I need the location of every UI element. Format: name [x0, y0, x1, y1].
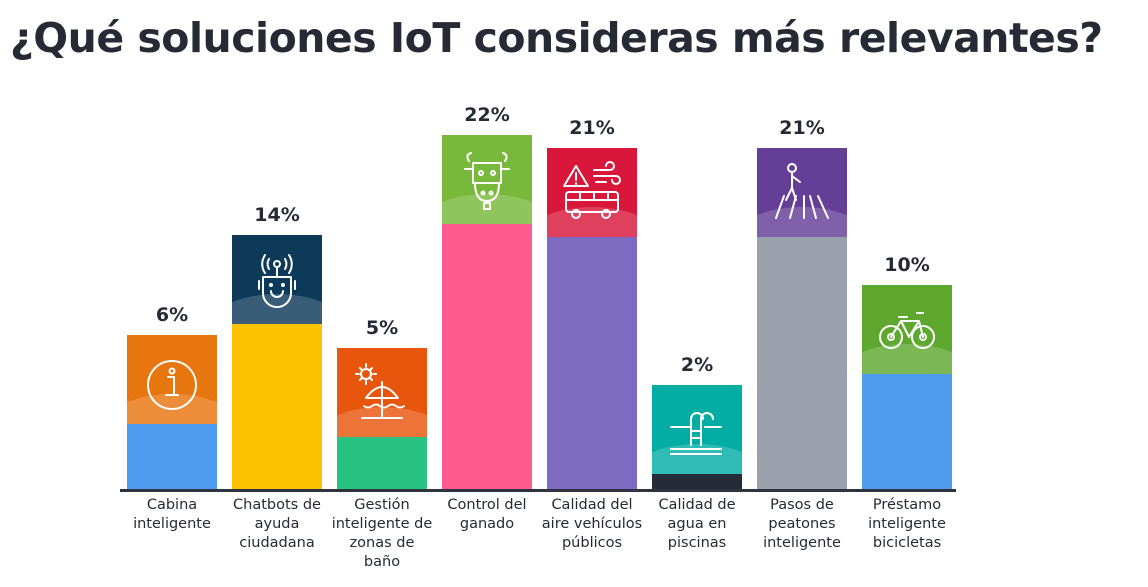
- data-label: 21%: [779, 116, 825, 139]
- category-label: Gestión inteligente de zonas de baño: [331, 497, 433, 570]
- data-label: 6%: [155, 304, 189, 326]
- data-label: 5%: [365, 316, 399, 339]
- chart-title: ¿Qué soluciones IoT consideras más relev…: [10, 14, 1103, 62]
- bar-icon-panel: [337, 347, 427, 437]
- category-label: Control del ganado: [447, 497, 527, 532]
- bar-icon-panel: [862, 285, 952, 374]
- category-label: Calidad de agua en piscinas: [658, 497, 736, 551]
- bar-icon-panel: [757, 147, 847, 237]
- category-label: Préstamo inteligente bicicletas: [868, 497, 946, 551]
- bar: [547, 147, 637, 490]
- data-label: 10%: [884, 254, 930, 276]
- bar: [862, 285, 952, 490]
- data-label: 22%: [464, 104, 510, 126]
- bar: [232, 235, 322, 490]
- bar-icon-panel: [442, 135, 532, 224]
- chatbot-robot-icon: [258, 254, 296, 308]
- bar: [337, 347, 427, 490]
- bar: [442, 135, 532, 490]
- category-label: Calidad del aire vehículos públicos: [541, 497, 643, 551]
- bar-icon-panel: [547, 147, 637, 237]
- bar: [127, 335, 217, 490]
- bar: [757, 147, 847, 490]
- wave-decoration: [232, 294, 322, 324]
- cow-icon: [464, 152, 510, 210]
- info-icon: [147, 360, 197, 410]
- beach-umbrella-icon: [355, 362, 405, 419]
- pedestrian-crossing-icon: [775, 162, 829, 219]
- data-label: 2%: [680, 354, 714, 376]
- wave-decoration: [862, 344, 952, 374]
- data-label: 14%: [254, 204, 300, 226]
- wave-decoration: [757, 206, 847, 237]
- bus-air-warning-icon: [563, 160, 621, 219]
- category-label: Chatbots de ayuda ciudadana: [233, 497, 321, 551]
- bar: [652, 385, 742, 490]
- bicycle-icon: [879, 312, 935, 349]
- pool-ladder-icon: [670, 412, 722, 455]
- bar-icon-panel: [232, 235, 322, 324]
- category-label: Cabina inteligente: [133, 497, 211, 532]
- data-label: 21%: [569, 116, 615, 139]
- x-axis-line: [120, 489, 956, 492]
- category-label: Pasos de peatones inteligente: [763, 497, 841, 551]
- bar-icon-panel: [652, 385, 742, 474]
- bar-icon-panel: [127, 335, 217, 424]
